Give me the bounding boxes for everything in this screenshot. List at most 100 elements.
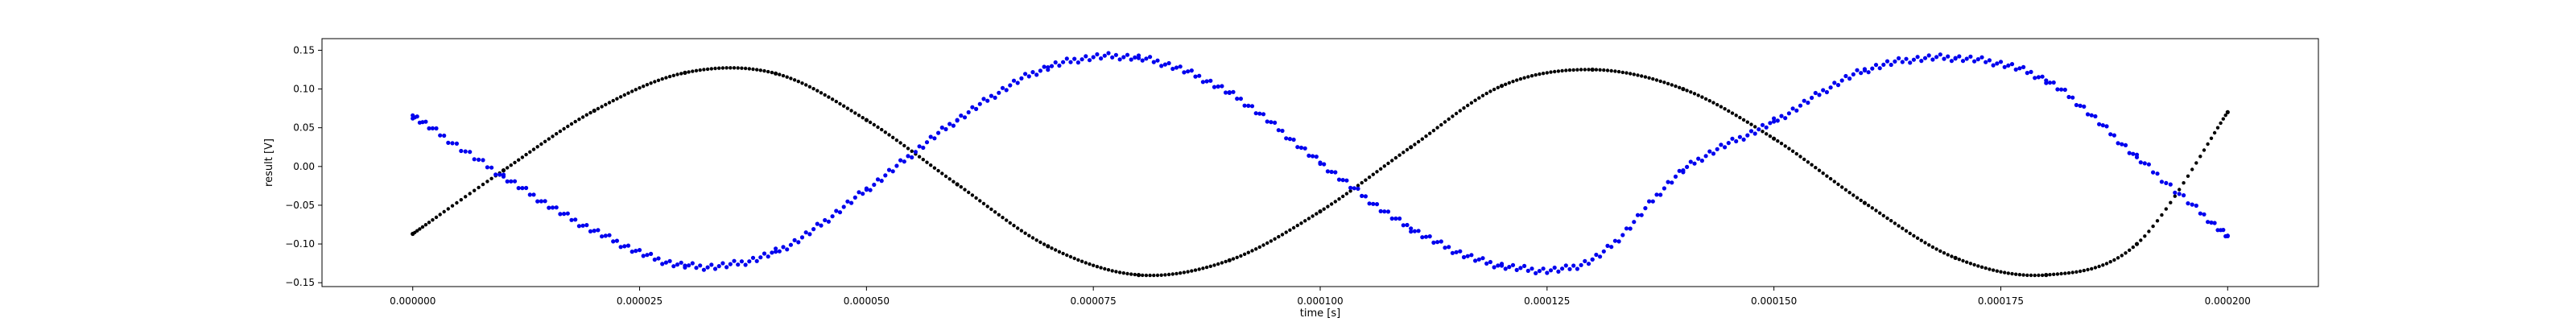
series-1-marker	[1775, 118, 1780, 123]
series-0-marker	[1598, 68, 1602, 72]
series-1-marker	[645, 253, 650, 258]
series-0-marker	[792, 78, 797, 82]
series-1-marker	[1011, 78, 1017, 83]
series-0-marker	[1719, 105, 1724, 109]
series-0-marker	[1817, 168, 1822, 172]
data-point	[501, 168, 506, 173]
series-1-marker	[2055, 87, 2060, 92]
series-1-marker	[618, 245, 623, 250]
series-1-marker	[485, 165, 490, 170]
series-1-marker	[1748, 129, 1754, 134]
series-1-marker	[430, 126, 436, 130]
series-1-marker	[910, 155, 914, 160]
series-1-marker	[1038, 68, 1042, 73]
series-0-marker	[1768, 134, 1773, 138]
series-0-marker	[473, 188, 477, 192]
series-1-marker	[1810, 95, 1814, 101]
series-0-marker	[1420, 137, 1425, 141]
series-0-marker	[1152, 273, 1156, 278]
series-0-marker	[2198, 155, 2202, 159]
data-point	[592, 108, 597, 114]
series-0-marker	[528, 150, 532, 154]
series-0-marker	[1405, 147, 1410, 152]
series-1-marker	[2190, 202, 2194, 207]
series-1-marker	[1465, 254, 1470, 258]
series-0-marker	[1670, 83, 1674, 87]
series-1-marker	[1249, 104, 1255, 109]
series-0-marker	[660, 76, 664, 81]
series-0-marker	[2219, 121, 2223, 126]
series-0-marker	[910, 149, 914, 153]
series-0-marker	[1348, 189, 1352, 193]
series-0-marker	[796, 80, 800, 84]
series-1-marker	[2093, 114, 2098, 119]
series-1-marker	[1363, 194, 1368, 199]
series-0-marker	[929, 163, 933, 167]
series-0-marker	[464, 195, 468, 199]
series-0-marker	[823, 93, 827, 97]
series-0-marker	[455, 200, 459, 205]
series-0-marker	[1034, 238, 1038, 242]
series-1-marker	[1794, 108, 1799, 113]
series-1-marker	[1783, 116, 1788, 121]
series-0-marker	[2215, 126, 2220, 130]
series-0-marker	[981, 201, 986, 206]
series-0-marker	[2101, 263, 2105, 267]
series-0-marker	[1866, 204, 1871, 208]
series-0-marker	[713, 66, 717, 71]
series-0-marker	[1148, 273, 1152, 278]
series-1-marker	[861, 192, 865, 196]
series-1-marker	[803, 230, 808, 235]
series-0-marker	[2025, 273, 2029, 278]
series-1-marker	[472, 157, 477, 162]
series-1-marker	[1922, 56, 1928, 60]
series-1-marker	[652, 257, 657, 262]
series-1-marker	[1847, 76, 1852, 81]
series-0-marker	[1155, 273, 1160, 278]
series-0-marker	[520, 155, 525, 159]
series-1-marker	[1934, 55, 1939, 60]
series-1-marker	[1745, 133, 1750, 138]
data-point	[683, 70, 687, 75]
series-0-marker	[1235, 255, 1239, 259]
series-1-marker	[1798, 103, 1803, 108]
series-1-marker	[1004, 88, 1009, 93]
series-1-marker	[625, 243, 631, 248]
series-1-marker	[1174, 65, 1179, 70]
series-1-marker	[2029, 69, 2033, 74]
series-1-marker	[1647, 199, 1652, 204]
series-0-marker	[1787, 147, 1791, 151]
series-1	[411, 51, 2230, 275]
series-1-marker	[1843, 73, 1848, 79]
series-1-marker	[879, 179, 884, 184]
series-1-marker	[580, 223, 585, 228]
series-0-marker	[2070, 270, 2074, 275]
series-1-marker	[524, 185, 529, 191]
series-1-marker	[1333, 170, 1338, 175]
series-0-marker	[1397, 153, 1402, 157]
series-0-marker	[1738, 115, 1742, 120]
series-0-marker	[524, 152, 528, 157]
series-1-marker	[1189, 68, 1194, 73]
series-0-marker	[785, 75, 789, 79]
series-1-marker	[947, 122, 952, 126]
series-0-marker	[736, 66, 740, 70]
series-0-marker	[1749, 122, 1753, 126]
series-0-marker	[531, 147, 536, 151]
data-point	[864, 118, 869, 122]
series-0-marker	[517, 158, 521, 162]
series-0-marker	[1416, 139, 1421, 144]
series-1-marker	[1242, 103, 1247, 108]
x-tick-label: 0.000175	[1978, 295, 2024, 307]
series-1-marker	[1757, 127, 1761, 132]
series-1-marker	[1193, 74, 1198, 79]
series-1-marker	[2040, 74, 2045, 79]
series-0-marker	[1170, 272, 1175, 276]
series-0-marker	[1666, 81, 1670, 86]
series-1-marker	[2047, 80, 2053, 85]
series-0-marker	[1393, 155, 1398, 160]
series-1-marker	[2002, 64, 2007, 69]
series-1-marker	[1813, 90, 1818, 96]
series-1-marker	[1371, 201, 1376, 206]
series-1-marker	[1870, 66, 1875, 71]
